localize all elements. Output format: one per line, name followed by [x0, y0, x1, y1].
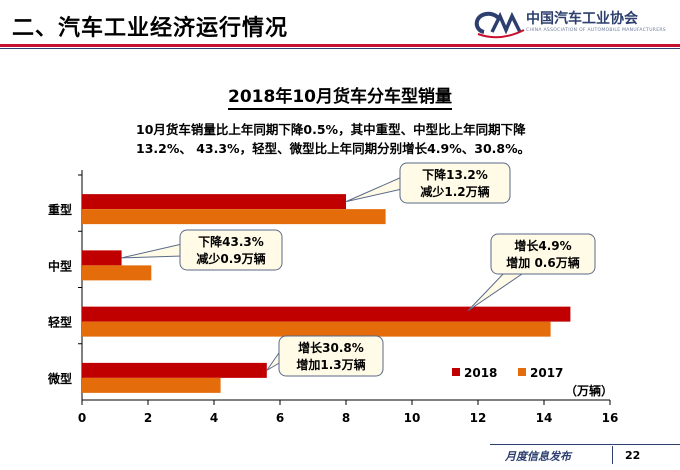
bar-2017 [82, 209, 386, 225]
callout-line-2: 减少1.2万辆 [420, 184, 489, 199]
footer-divider [490, 444, 680, 445]
bar-2018 [82, 362, 267, 378]
x-tick-label: 4 [210, 411, 218, 425]
x-tick-label: 12 [470, 411, 487, 425]
summary-line-1: 10月货车销量比上年同期下降0.5%，其中重型、中型比上年同期下降 [136, 122, 526, 137]
callout-line-1: 增长4.9% [514, 238, 571, 253]
category-label: 微型 [47, 371, 72, 386]
legend-label: 2018 [464, 366, 497, 380]
callout-line-2: 增加1.3万辆 [296, 357, 365, 372]
summary-line-2: 13.2%、 43.3%，轻型、微型比上年同期分别增长4.9%、30.8%。 [136, 141, 531, 156]
x-tick-label: 16 [602, 411, 619, 425]
callout-box [179, 229, 283, 271]
page-number: 22 [625, 449, 641, 462]
legend-swatch-2018 [452, 368, 460, 376]
x-tick-label: 0 [78, 411, 86, 425]
footer-separator [612, 446, 613, 464]
bar-2018 [82, 250, 122, 266]
bar-2018 [82, 194, 346, 210]
callout-pointer [266, 349, 282, 371]
footer-label: 月度信息发布 [505, 450, 571, 463]
page-title: 二、汽车工业经济运行情况 [12, 16, 289, 41]
x-tick-label: 2 [144, 411, 152, 425]
chart-title: 2018年10月货车分车型销量 [0, 82, 680, 110]
bar-2017 [82, 321, 551, 337]
x-tick-label: 10 [404, 411, 421, 425]
callout-line-2: 增加 0.6万辆 [506, 255, 579, 270]
x-tick-label: 8 [342, 411, 350, 425]
legend-label: 2017 [530, 366, 563, 380]
callout-pointer [345, 176, 403, 203]
callout-pointer [121, 243, 183, 259]
bar-2018 [82, 306, 571, 322]
callout-box [490, 233, 596, 275]
callout-pointer [467, 271, 526, 312]
header-divider-thin [0, 48, 680, 49]
callout-line-2: 减少0.9万辆 [196, 251, 265, 266]
category-label: 中型 [48, 258, 72, 273]
unit-label: （万辆） [565, 383, 613, 398]
legend-swatch-2017 [518, 368, 526, 376]
summary-text: 10月货车销量比上年同期下降0.5%，其中重型、中型比上年同期下降 13.2%、… [136, 120, 636, 158]
caam-logo-icon [474, 11, 525, 39]
callout-box [278, 335, 384, 377]
category-label: 重型 [48, 202, 72, 217]
header-divider [0, 44, 680, 47]
callout-line-1: 下降13.2% [422, 167, 488, 182]
x-tick-label: 6 [276, 411, 284, 425]
bar-2017 [82, 377, 221, 393]
callout-box [399, 162, 511, 204]
callout-line-1: 下降43.3% [198, 234, 264, 249]
callout-line-1: 增长30.8% [298, 340, 364, 355]
bar-2017 [82, 265, 152, 281]
category-label: 轻型 [48, 315, 72, 330]
logo-name-en: CHINA ASSOCIATION OF AUTOMOBILE MANUFACT… [526, 28, 666, 33]
logo-name-cn: 中国汽车工业协会 [526, 11, 638, 27]
x-tick-label: 14 [536, 411, 553, 425]
